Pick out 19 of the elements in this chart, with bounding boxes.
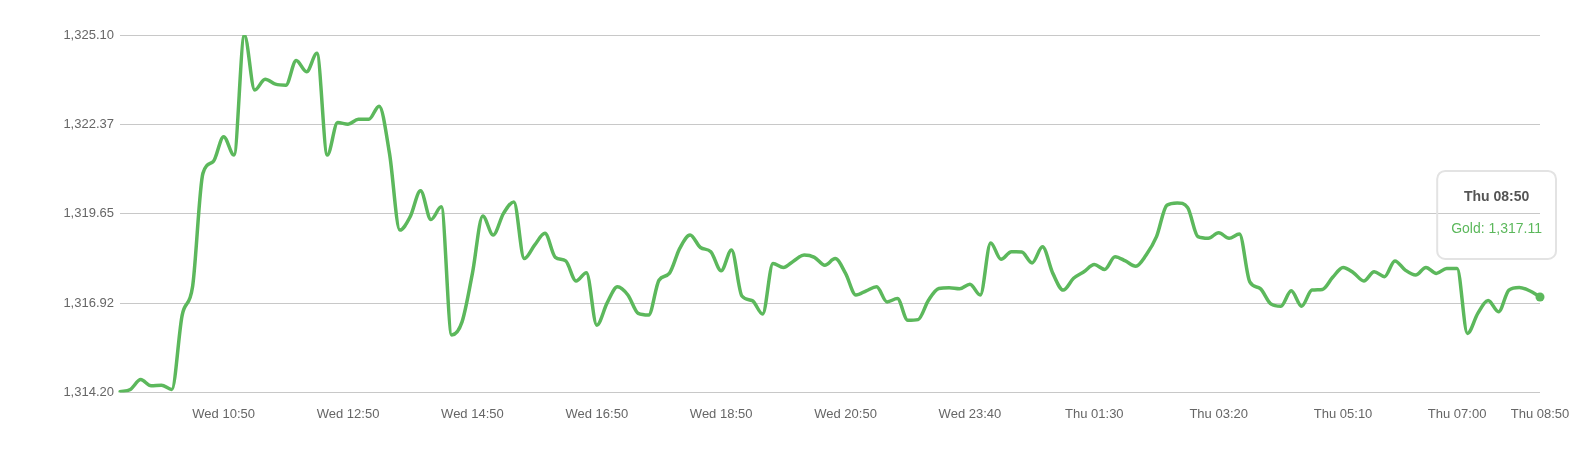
annotation: Gold: 1,317.11 <box>1451 219 1543 236</box>
x-tick-label: Thu 05:10 <box>1313 405 1373 421</box>
y-tick-label: 1,319.65 <box>63 205 114 221</box>
y-tick-label: 1,316.92 <box>63 294 114 310</box>
x-tick-label: Wed 12:50 <box>316 405 380 421</box>
x-tick-label: Wed 23:40 <box>938 405 1002 421</box>
x-tick-label: Thu 01:30 <box>1065 405 1124 421</box>
x-tick-label: Wed 10:50 <box>192 405 255 421</box>
x-tick-label: Thu 03:20 <box>1189 405 1248 421</box>
x-tick-label: Wed 20:50 <box>814 405 877 421</box>
x-tick-label: Wed 18:50 <box>689 405 753 421</box>
y-tick-label: 1,314.20 <box>63 383 114 399</box>
x-tick-label: Thu 08:50 <box>1510 405 1570 421</box>
annotation: Thu 08:50 <box>1463 187 1530 204</box>
x-tick-label: Thu 07:00 <box>1427 405 1487 421</box>
x-tick-label: Wed 14:50 <box>441 405 504 421</box>
y-tick-label: 1,322.37 <box>63 116 114 132</box>
y-tick-label: 1,325.10 <box>63 26 114 42</box>
x-tick-label: Wed 16:50 <box>565 405 629 421</box>
